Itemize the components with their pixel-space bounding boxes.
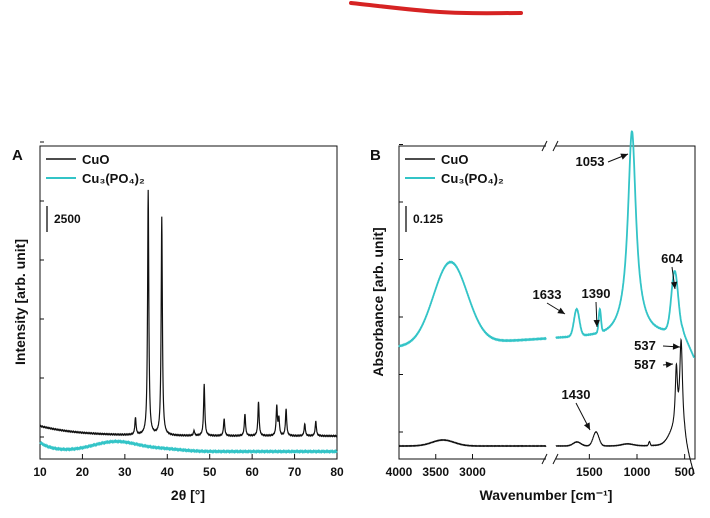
x-axis-label: 2θ [°] (171, 487, 205, 503)
series-line-cu3po4 (398, 260, 547, 348)
x-tick-label: 10 (33, 465, 47, 479)
legend-label-cuo: CuO (82, 152, 109, 167)
scale-bar-label: 0.125 (413, 212, 443, 226)
peak-label: 1633 (533, 287, 562, 302)
panel-a-letter: A (12, 147, 23, 164)
x-tick-label: 500 (675, 465, 695, 479)
panel-b-peak-annotations: 1633 1390 1053 604 1430 587 537 (533, 153, 684, 431)
y-axis-label: Intensity [arb. unit] (12, 239, 28, 365)
x-tick-label: 70 (288, 465, 302, 479)
peak-label: 537 (634, 338, 656, 353)
panel-b: B 4000 3500 3000 1500 1000 500 CuO Cu₃(PO₄)₂ … (370, 130, 696, 503)
x-tick-label: 80 (330, 465, 344, 479)
panel-a-spectra (39, 189, 338, 454)
x-tick-label: 1000 (624, 465, 651, 479)
series-line-cuo (555, 337, 695, 475)
panel-a: A 10 20 30 40 50 60 70 80 CuO Cu₃(PO₄)₂ 2500 2θ… (12, 141, 344, 503)
x-tick-label: 3500 (422, 465, 449, 479)
x-tick-label: 30 (118, 465, 132, 479)
x-tick-label: 4000 (386, 465, 413, 479)
x-tick-label: 60 (245, 465, 259, 479)
panel-a-x-ticks: 10 20 30 40 50 60 70 80 (33, 141, 344, 479)
legend-label-cu3po4: Cu₃(PO₄)₂ (82, 171, 145, 186)
panel-b-legend: CuO Cu₃(PO₄)₂ (405, 152, 504, 186)
peak-arrow-head (672, 343, 680, 350)
x-tick-label: 3000 (459, 465, 486, 479)
series-line-cu3po4 (555, 130, 696, 359)
axis-break-mark-bottom (541, 453, 559, 465)
x-axis-label: Wavenumber [cm⁻¹] (480, 487, 613, 503)
peak-arrow-head (665, 361, 673, 368)
series-line-cuo (39, 189, 338, 438)
panel-b-letter: B (370, 147, 381, 164)
red-pen-stroke (349, 1, 523, 16)
peak-arrow-head (583, 422, 590, 430)
peak-arrow-head (593, 319, 600, 327)
axis-break-gap (546, 140, 556, 466)
x-tick-label: 50 (203, 465, 217, 479)
panel-a-legend: CuO Cu₃(PO₄)₂ (46, 152, 145, 186)
peak-label: 1430 (562, 387, 591, 402)
panel-b-x-ticks: 4000 3500 3000 1500 1000 500 (386, 144, 695, 479)
legend-label-cuo: CuO (441, 152, 468, 167)
x-tick-label: 40 (161, 465, 175, 479)
x-tick-label: 1500 (576, 465, 603, 479)
x-tick-label: 20 (76, 465, 90, 479)
series-line-cu3po4 (39, 439, 338, 454)
panel-b-spectra (398, 130, 696, 475)
peak-label: 587 (634, 357, 656, 372)
legend-label-cu3po4: Cu₃(PO₄)₂ (441, 171, 504, 186)
panel-a-frame (39, 145, 338, 460)
peak-arrow-head (620, 153, 628, 160)
axis-break-mark-top (541, 140, 559, 152)
scale-bar-label: 2500 (54, 212, 81, 226)
peak-arrow-head (670, 281, 678, 289)
peak-label: 604 (661, 251, 683, 266)
peak-label: 1390 (582, 286, 611, 301)
series-line-cuo (398, 438, 547, 448)
y-axis-label: Absorbance [arb. unit] (370, 227, 386, 376)
peak-label: 1053 (576, 154, 605, 169)
peak-arrow-head (557, 307, 565, 314)
